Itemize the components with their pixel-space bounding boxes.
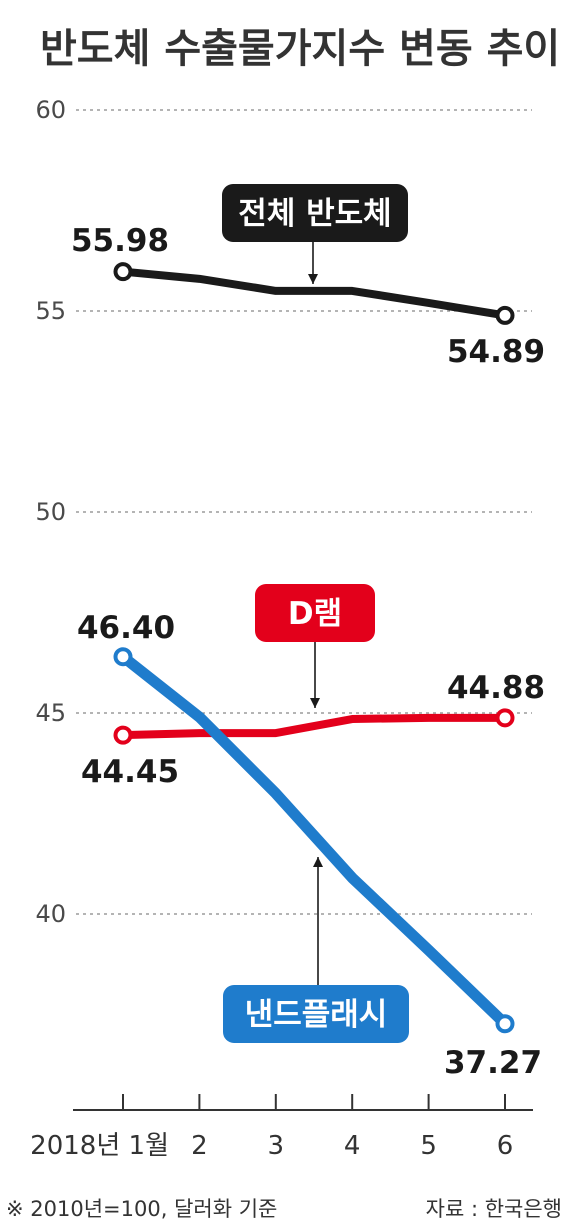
- callout-box: [222, 184, 408, 242]
- data-point: [113, 647, 133, 667]
- y-tick-label: 40: [35, 900, 66, 928]
- y-tick-label: 45: [35, 699, 66, 727]
- data-labels: 55.98 54.89 44.45 44.88 46.40 37.27: [71, 223, 545, 1081]
- callout-box: [223, 985, 409, 1043]
- callout-arrowhead: [308, 274, 318, 284]
- footnote: ※ 2010년=100, 달러화 기준: [6, 1197, 277, 1221]
- callout-arrowhead: [310, 698, 320, 708]
- chart-title: 반도체 수출물가지수 변동 추이: [40, 26, 560, 72]
- data-point: [495, 305, 515, 325]
- series-lines: [117, 267, 511, 1030]
- series-line: [117, 651, 511, 1030]
- source-note: 자료 : 한국은행: [426, 1197, 562, 1221]
- data-label: 55.98: [71, 223, 169, 259]
- series-name-label: 전체 반도체: [238, 196, 391, 232]
- x-tick-label: 5: [420, 1131, 437, 1161]
- callout-box: [255, 584, 375, 642]
- series-line: [119, 713, 509, 740]
- series-points: [113, 262, 515, 1034]
- data-label: 44.45: [81, 754, 179, 790]
- y-tick-label: 60: [35, 96, 66, 124]
- series-line: [119, 267, 509, 320]
- data-label: 54.89: [447, 334, 545, 370]
- data-point: [495, 1014, 515, 1034]
- x-tick-label: 2018년 1월: [30, 1131, 169, 1161]
- data-label: 44.88: [447, 670, 545, 706]
- data-point: [495, 708, 515, 728]
- gridlines: 60 55 50 45 40: [35, 96, 532, 928]
- data-point: [113, 262, 133, 282]
- callout-arrowhead: [313, 857, 323, 867]
- data-label: 46.40: [77, 610, 175, 646]
- y-tick-label: 55: [35, 297, 66, 325]
- x-tick-label: 4: [344, 1131, 361, 1161]
- x-tick-label: 3: [268, 1131, 285, 1161]
- x-tick-label: 2: [191, 1131, 208, 1161]
- data-label: 37.27: [444, 1045, 542, 1081]
- axes: 2018년 1월 2 3 4 5 6: [30, 1094, 533, 1161]
- y-tick-label: 50: [35, 498, 66, 526]
- series-name-label: D램: [288, 596, 342, 632]
- data-point: [113, 725, 133, 745]
- x-tick-label: 6: [497, 1131, 514, 1161]
- series-name-label: 낸드플래시: [245, 997, 388, 1033]
